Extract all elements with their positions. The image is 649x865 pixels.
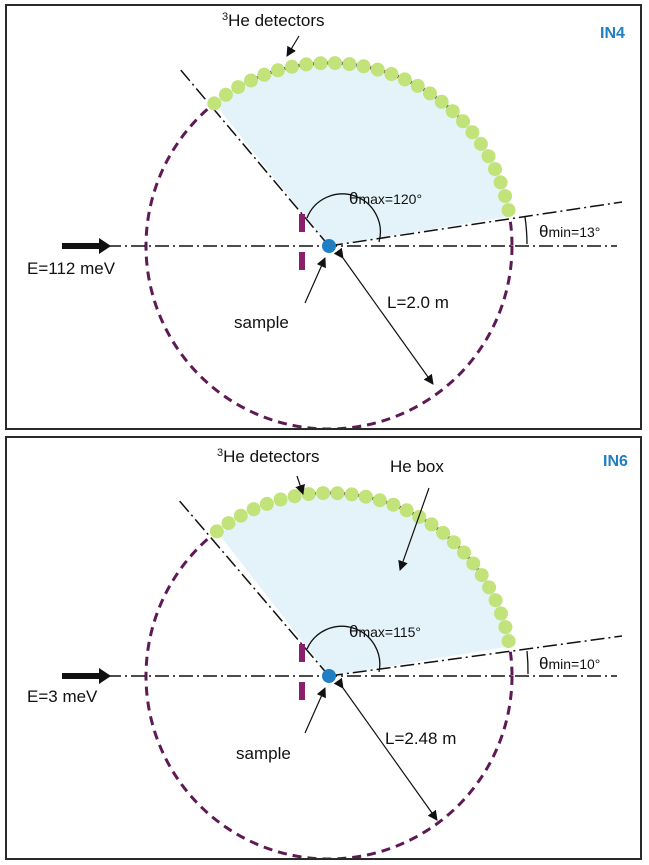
in6-detector-tube — [316, 486, 331, 501]
in4-detector-tube — [244, 73, 258, 88]
in6-theta-min-arc — [526, 650, 529, 675]
in4-detector-tube — [218, 87, 233, 102]
in4-detector-tube — [456, 114, 470, 129]
in6-distance-label: L=2.48 m — [385, 729, 456, 748]
in6-detector-array — [209, 486, 516, 649]
in6-diagram: 3He detectors He box IN6 θmax=115° θmin=… — [27, 447, 628, 858]
in4-instrument-tag: IN4 — [600, 25, 625, 42]
in6-detector-tube — [498, 620, 513, 635]
in6-detector-pointer — [295, 475, 305, 495]
in6-theta-max-line — [176, 497, 330, 677]
in4-detector-tube — [445, 104, 460, 119]
in4-detector-tube — [370, 62, 385, 77]
in4-detectors-label: 3He detectors — [222, 11, 325, 30]
in4-theta-min-line — [328, 201, 623, 247]
in4-beam-shutter-upper — [299, 214, 305, 232]
in4-detector-tube — [356, 59, 371, 74]
in6-detector-tube — [233, 508, 248, 523]
in4-panel: 3He detectors IN4 θmax=120° θmin=13° E=1… — [5, 4, 642, 430]
in4-radius-arrow — [333, 247, 434, 385]
in4-theta-max-label: θmax=120° — [349, 189, 422, 208]
in6-detector-tube — [330, 486, 345, 501]
in4-energy-label: E=112 meV — [27, 259, 116, 278]
in6-theta-min-line — [328, 635, 623, 677]
in6-beam-shutter-lower — [299, 682, 305, 700]
in4-distance-label: L=2.0 m — [387, 293, 449, 312]
in4-detector-tube — [481, 149, 496, 164]
in6-detector-tube — [424, 517, 439, 532]
in4-theta-min-label: θmin=13° — [539, 222, 600, 241]
in4-detector-tube — [384, 67, 399, 81]
in4-sample-pointer — [304, 257, 326, 304]
in6-panel: 3He detectors He box IN6 θmax=115° θmin=… — [5, 436, 642, 860]
in6-sample-label: sample — [236, 744, 291, 763]
in6-detector-tube — [386, 497, 401, 512]
in4-sample-dot — [322, 239, 336, 253]
in4-detector-tube — [473, 136, 488, 151]
in6-coverage-wedge — [219, 494, 513, 676]
in6-radius-arrow — [333, 677, 438, 821]
in4-detector-tube — [488, 162, 502, 177]
in4-theta-min-arc — [524, 216, 528, 245]
in6-sample-dot — [322, 669, 336, 683]
in6-theta-min-label: θmin=10° — [539, 654, 600, 673]
in6-detector-tube — [246, 502, 261, 517]
in6-detector-tube — [399, 503, 414, 518]
in4-detector-tube — [498, 189, 513, 204]
in6-detector-tube — [301, 487, 316, 502]
in6-instrument-tag: IN6 — [603, 453, 628, 470]
in4-detector-tube — [342, 57, 357, 72]
in6-hebox-pointer — [398, 487, 430, 571]
in6-detector-tube — [221, 516, 236, 531]
in4-beam-shutter-lower — [299, 252, 305, 270]
in6-detector-tube — [474, 568, 489, 583]
in6-detector-tube — [482, 580, 497, 595]
in4-detector-tube — [270, 63, 285, 78]
in4-detector-tube — [423, 86, 437, 101]
in4-theta-max-arc — [306, 193, 382, 243]
in6-theta-max-label: θmax=115° — [349, 622, 421, 641]
in4-coverage-wedge — [214, 60, 512, 246]
in6-sample-pointer — [304, 687, 326, 734]
in4-detector-array — [207, 56, 516, 218]
in4-diagram: 3He detectors IN4 θmax=120° θmin=13° E=1… — [27, 11, 625, 428]
in6-detector-tube — [494, 606, 508, 621]
in4-sample-label: sample — [234, 313, 289, 332]
in6-detectors-label: 3He detectors — [217, 447, 320, 466]
in6-detector-tube — [436, 525, 451, 540]
in6-detector-tube — [358, 489, 373, 504]
in4-detector-tube — [501, 203, 516, 218]
in6-detector-tube — [466, 556, 481, 571]
in4-detector-tube — [299, 57, 314, 72]
in4-detector-tube — [231, 80, 246, 95]
in6-detector-tube — [446, 535, 461, 550]
in6-beam-shutter-upper — [299, 644, 305, 662]
in6-detector-tube — [344, 487, 359, 502]
in6-hebox-label: He box — [390, 457, 444, 476]
in4-detector-tube — [284, 59, 299, 74]
in4-detector-tube — [465, 125, 480, 140]
in6-detector-tube — [372, 493, 387, 508]
in4-theta-max-line — [178, 67, 330, 247]
in6-energy-label: E=3 meV — [27, 687, 98, 706]
in4-detector-tube — [257, 67, 272, 82]
in6-detector-tube — [287, 489, 302, 504]
in4-detector-tube — [397, 72, 412, 87]
in6-theta-max-arc — [306, 625, 381, 673]
in4-detector-tube — [207, 96, 222, 111]
in6-detector-tube — [259, 496, 274, 511]
in4-detector-tube — [328, 56, 342, 71]
in4-detector-tube — [434, 94, 449, 109]
in4-detector-tube — [493, 175, 508, 190]
in4-detector-tube — [410, 78, 425, 93]
in6-detector-tube — [273, 492, 288, 507]
in6-detector-tube — [209, 524, 224, 539]
in6-detector-tube — [488, 593, 503, 608]
in4-detector-pointer — [286, 35, 300, 57]
in6-detector-tube — [457, 545, 471, 560]
in4-detector-tube — [313, 56, 328, 71]
in6-detector-tube — [501, 634, 516, 649]
